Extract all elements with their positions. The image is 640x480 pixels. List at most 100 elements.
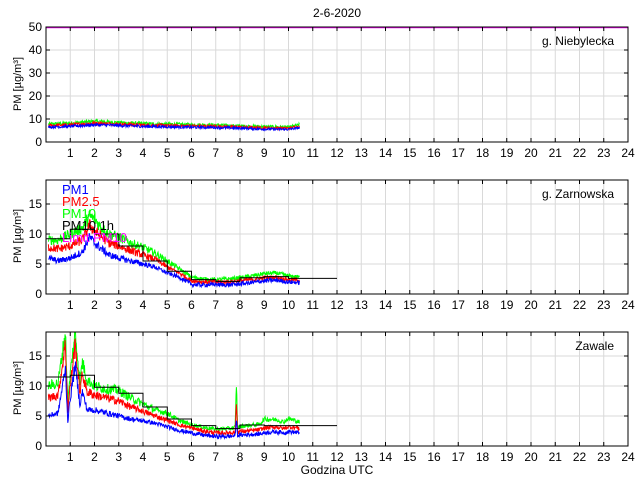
- x-tick-label: 17: [452, 298, 466, 312]
- y-tick-label: 10: [29, 379, 43, 393]
- x-tick-label: 3: [115, 450, 122, 464]
- legend-pm25: PM2.5: [62, 194, 100, 209]
- x-tick-label: 1: [67, 450, 74, 464]
- x-tick-label: 23: [597, 146, 611, 160]
- x-tick-label: 4: [140, 450, 147, 464]
- plot-area-zarnowska: [46, 209, 337, 289]
- x-tick-label: 4: [140, 298, 147, 312]
- x-tick-label: 10: [282, 450, 296, 464]
- x-tick-label: 15: [403, 450, 417, 464]
- chart-title: 2-6-2020: [313, 6, 361, 20]
- x-tick-label: 13: [355, 298, 369, 312]
- x-tick-label: 10: [282, 146, 296, 160]
- x-tick-label: 14: [379, 450, 393, 464]
- x-tick-label: 18: [476, 146, 490, 160]
- x-tick-label: 2: [91, 146, 98, 160]
- x-tick-label: 9: [261, 298, 268, 312]
- x-tick-label: 19: [500, 450, 514, 464]
- x-tick-label: 6: [188, 450, 195, 464]
- y-tick-label: 10: [29, 112, 43, 126]
- x-tick-label: 15: [403, 298, 417, 312]
- x-tick-label: 3: [115, 146, 122, 160]
- legend-pm10-1h: PM10 1h: [62, 218, 114, 233]
- x-tick-label: 13: [355, 146, 369, 160]
- y-tick-label: 5: [35, 257, 42, 271]
- ylabel-zarnowska: PM [µg/m³]: [12, 209, 24, 263]
- x-tick-label: 8: [237, 450, 244, 464]
- x-tick-label: 10: [282, 298, 296, 312]
- x-tick-label: 20: [524, 146, 538, 160]
- station-label-zarnowska: g. Zarnowska: [542, 187, 614, 201]
- ylabel-niebylecka: PM [µg/m³]: [12, 57, 24, 111]
- y-tick-label: 30: [29, 66, 43, 80]
- y-tick-label: 50: [29, 20, 43, 34]
- x-tick-label: 7: [212, 146, 219, 160]
- x-tick-label: 17: [452, 146, 466, 160]
- series-zarnowska-pm10: [47, 209, 300, 283]
- x-tick-label: 6: [188, 146, 195, 160]
- series-zawale-pm10: [47, 332, 300, 433]
- plot-area-niebylecka: [46, 27, 628, 132]
- series-niebylecka-pm1: [47, 121, 300, 132]
- panel-zawale: 1 2 3 4 5 6 7 8 9 10 11 12 13 14 15 16 17 18 19 20 21 22 23 240…: [29, 331, 635, 464]
- x-tick-label: 22: [573, 146, 587, 160]
- x-tick-label: 21: [549, 298, 563, 312]
- y-tick-label: 10: [29, 227, 43, 241]
- x-tick-label: 3: [115, 298, 122, 312]
- legend: PM1 PM2.5 PM10 PM10 1h Limit PM10: [62, 182, 127, 245]
- x-tick-label: 1: [67, 298, 74, 312]
- x-tick-label: 22: [573, 450, 587, 464]
- x-tick-label: 12: [330, 450, 344, 464]
- x-tick-label: 2: [91, 450, 98, 464]
- plot-area-zawale: [46, 332, 337, 441]
- legend-limit: Limit PM10: [62, 230, 127, 245]
- series-zawale-pm10-1h: [46, 374, 337, 430]
- x-tick-label: 9: [261, 146, 268, 160]
- station-label-niebylecka: g. Niebylecka: [542, 34, 614, 48]
- x-tick-label: 23: [597, 298, 611, 312]
- x-tick-label: 16: [427, 450, 441, 464]
- y-tick-label: 0: [35, 135, 42, 149]
- series-zarnowska-pm10-1h: [46, 228, 337, 282]
- x-tick-label: 8: [237, 146, 244, 160]
- y-tick-label: 5: [35, 409, 42, 423]
- x-tick-label: 5: [164, 298, 171, 312]
- x-tick-label: 23: [597, 450, 611, 464]
- legend-pm10: PM10: [62, 206, 96, 221]
- x-tick-label: 7: [212, 450, 219, 464]
- station-label-zawale: Zawale: [575, 339, 614, 353]
- x-tick-label: 11: [307, 450, 320, 464]
- x-tick-label: 14: [379, 298, 393, 312]
- x-tick-label: 12: [330, 298, 344, 312]
- x-tick-label: 2: [91, 298, 98, 312]
- x-tick-label: 1: [67, 146, 74, 160]
- x-tick-label: 24: [621, 450, 635, 464]
- x-tick-label: 19: [500, 298, 514, 312]
- x-axis-label: Godzina UTC: [301, 463, 374, 477]
- y-tick-label: 20: [29, 89, 43, 103]
- panel-niebylecka: 1 2 3 4 5 6 7 8 9 10 11 12 13 14 15 16 17 18 19 20 21 22 23 240…: [29, 20, 635, 160]
- series-zarnowska-pm1: [48, 232, 300, 289]
- x-tick-label: 5: [164, 450, 171, 464]
- x-tick-label: 8: [237, 298, 244, 312]
- x-tick-label: 20: [524, 450, 538, 464]
- x-tick-label: 15: [403, 146, 417, 160]
- series-zawale-pm2-5: [47, 337, 300, 437]
- panel-zarnowska: 1 2 3 4 5 6 7 8 9 10 11 12 13 14 15 16 17 18 19 20 21 22 23 240…: [29, 179, 635, 312]
- x-tick-label: 18: [476, 298, 490, 312]
- x-tick-label: 22: [573, 298, 587, 312]
- x-tick-label: 16: [427, 298, 441, 312]
- x-tick-label: 24: [621, 146, 635, 160]
- x-tick-label: 11: [307, 146, 320, 160]
- x-tick-label: 19: [500, 146, 514, 160]
- x-tick-label: 12: [330, 146, 344, 160]
- x-tick-label: 24: [621, 298, 635, 312]
- x-tick-label: 20: [524, 298, 538, 312]
- x-tick-label: 13: [355, 450, 369, 464]
- ylabel-zawale: PM [µg/m³]: [12, 361, 24, 415]
- series-zawale-pm1: [47, 361, 300, 441]
- x-tick-label: 9: [261, 450, 268, 464]
- x-tick-label: 11: [307, 298, 320, 312]
- y-tick-label: 0: [35, 287, 42, 301]
